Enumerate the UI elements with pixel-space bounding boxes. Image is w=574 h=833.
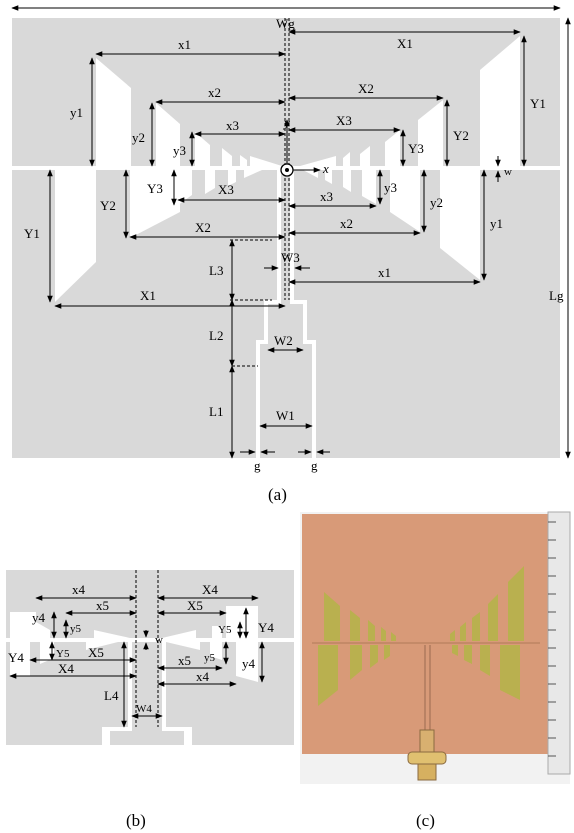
label-y4-top: y4 xyxy=(32,610,46,625)
slot-upper-left-5 xyxy=(240,155,247,166)
label-w-a: w xyxy=(504,166,512,178)
label-y3-top: y3 xyxy=(173,143,186,158)
slot-lower-left-taper xyxy=(244,170,262,178)
label-X2-bottom: X2 xyxy=(195,220,211,235)
sma-connector xyxy=(407,751,447,765)
label-g-left: g xyxy=(254,458,261,473)
label-x3-bottom: x3 xyxy=(320,189,333,204)
label-x4-top: x4 xyxy=(72,582,86,597)
label-W3: W3 xyxy=(281,250,300,265)
label-X4-bottom: X4 xyxy=(58,661,74,676)
feed-step-right xyxy=(290,300,307,340)
label-y5-bottom: y5 xyxy=(204,652,216,664)
slot-lower-left-4 xyxy=(205,170,215,194)
label-Wg: Wg xyxy=(276,16,295,31)
slot-lower-right-5 xyxy=(325,170,332,184)
label-X3-top: X3 xyxy=(336,113,352,128)
slot-upper-right-5 xyxy=(343,152,350,166)
label-y1-bottom: y1 xyxy=(490,216,503,231)
slot-lower-right-1 xyxy=(440,170,480,280)
label-X1-top: X1 xyxy=(397,36,413,51)
slot-upper-right-4 xyxy=(360,146,370,166)
caption-b: (b) xyxy=(126,811,146,830)
label-Y3-top: Y3 xyxy=(408,141,424,156)
figure-c-photo: (c) xyxy=(300,511,571,830)
label-L4: L4 xyxy=(104,688,119,703)
slot-upper-right-1 xyxy=(480,36,520,166)
slot-upper-left-4 xyxy=(222,148,232,166)
label-Y5-left: Y5 xyxy=(56,648,70,660)
slot-upper-left-1 xyxy=(96,58,131,166)
label-L3: L3 xyxy=(209,263,223,278)
center-slot-b xyxy=(6,638,294,642)
label-y1-top: y1 xyxy=(70,105,83,120)
label-x3-top: x3 xyxy=(226,118,239,133)
slot-lower-right-3 xyxy=(362,170,376,204)
feed-bottom-right xyxy=(303,340,316,458)
label-y5-top: y5 xyxy=(70,623,82,635)
label-X2-top: X2 xyxy=(358,81,374,96)
slot-upper-right-taper xyxy=(300,156,336,166)
feed-bottom-left xyxy=(256,340,268,458)
label-W1: W1 xyxy=(276,408,295,423)
label-W4: W4 xyxy=(136,703,152,715)
label-X5-bottom: X5 xyxy=(88,645,104,660)
label-x1-top: x1 xyxy=(178,37,191,52)
label-x2-top: x2 xyxy=(208,85,221,100)
label-X4-top: X4 xyxy=(202,582,218,597)
label-Y4-left: Y4 xyxy=(8,650,24,665)
label-y4-bottom: y4 xyxy=(242,656,256,671)
label-Y5-right: Y5 xyxy=(218,624,232,636)
slot-upper-right-2 xyxy=(418,100,443,166)
label-Lg: Lg xyxy=(549,288,564,303)
slot-lower-left-2 xyxy=(130,170,180,238)
slot-upper-left-2 xyxy=(156,103,180,166)
label-y3-bottom: y3 xyxy=(384,180,397,195)
slot-lower-right-4 xyxy=(343,170,351,192)
label-L2: L2 xyxy=(209,328,223,343)
label-W2: W2 xyxy=(274,333,293,348)
label-X3-bottom: X3 xyxy=(218,182,234,197)
label-x5-bottom: x5 xyxy=(178,653,191,668)
feed-gap-right xyxy=(290,170,294,300)
slot-lower-left-5 xyxy=(228,170,236,186)
label-y2-bottom: y2 xyxy=(430,195,443,210)
figure-a-layout: x y Wg Lg x1 x2 x3 X1 X2 X3 y1 y2 y3 Y1 … xyxy=(11,5,571,504)
ruler xyxy=(547,511,571,775)
slot-lower-right-2 xyxy=(390,170,420,232)
label-X1-bottom: X1 xyxy=(140,288,156,303)
label-L1: L1 xyxy=(209,404,223,419)
label-w-b: w xyxy=(155,634,163,646)
label-x5-top: x5 xyxy=(96,598,109,613)
label-Y3-bottom: Y3 xyxy=(147,181,163,196)
label-x2-bottom: x2 xyxy=(340,216,353,231)
slot-upper-left-taper xyxy=(250,156,282,166)
label-Y4-right: Y4 xyxy=(258,620,274,635)
axis-x-label: x xyxy=(322,161,329,176)
axis-y-label: y xyxy=(282,115,290,130)
slot-lower-left-3 xyxy=(178,170,192,205)
caption-a: (a) xyxy=(268,485,287,504)
label-g-right: g xyxy=(311,458,318,473)
feed-gap-left xyxy=(277,170,281,300)
label-y2-top: y2 xyxy=(132,130,145,145)
label-Y1-top: Y1 xyxy=(530,96,546,111)
slot-upper-right-3 xyxy=(385,130,400,166)
slot-upper-left-3 xyxy=(195,132,210,166)
label-Y1-bottom: Y1 xyxy=(24,226,40,241)
figure-b-layout: x4 x5 X4 X5 y4 y5 Y4 Y5 Y4 Y5 X5 X4 x5 x… xyxy=(6,570,294,830)
slot-lower-left-1 xyxy=(55,170,96,302)
label-x1-bottom: x1 xyxy=(378,265,391,280)
label-Y2-bottom: Y2 xyxy=(100,198,116,213)
label-x4-bottom: x4 xyxy=(196,669,210,684)
label-Y2-top: Y2 xyxy=(453,128,469,143)
label-X5-top: X5 xyxy=(187,598,203,613)
caption-c: (c) xyxy=(416,811,435,830)
